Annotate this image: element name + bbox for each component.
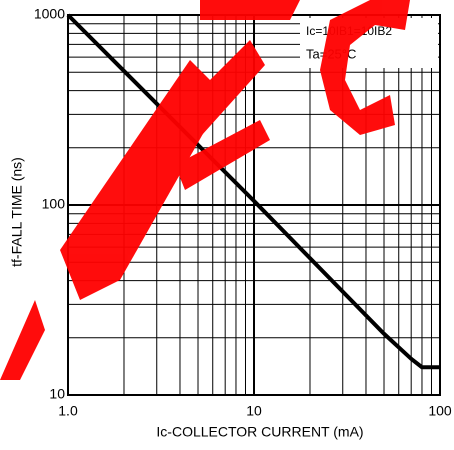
x-tick-label: 1.0 [58, 403, 78, 419]
y-tick-label: 1000 [34, 6, 65, 22]
x-tick-label: 10 [246, 403, 262, 419]
line [66, 13, 440, 370]
x-tick-label: 100 [428, 403, 452, 419]
y-tick-label: 10 [49, 386, 65, 402]
x-axis-label: Ic-COLLECTOR CURRENT (mA) [156, 424, 363, 440]
watermark [0, 0, 410, 380]
y-axis-label: tf-FALL TIME (ns) [9, 157, 25, 267]
y-tick-label: 100 [42, 196, 66, 212]
